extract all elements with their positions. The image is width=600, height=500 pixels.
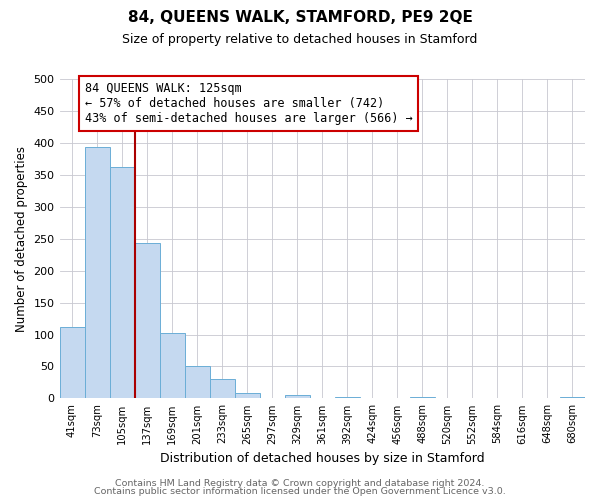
Text: 84, QUEENS WALK, STAMFORD, PE9 2QE: 84, QUEENS WALK, STAMFORD, PE9 2QE bbox=[128, 10, 472, 25]
Y-axis label: Number of detached properties: Number of detached properties bbox=[15, 146, 28, 332]
Text: Contains HM Land Registry data © Crown copyright and database right 2024.: Contains HM Land Registry data © Crown c… bbox=[115, 478, 485, 488]
Bar bbox=[209, 380, 235, 398]
Bar bbox=[285, 394, 310, 398]
X-axis label: Distribution of detached houses by size in Stamford: Distribution of detached houses by size … bbox=[160, 452, 485, 465]
Text: Size of property relative to detached houses in Stamford: Size of property relative to detached ho… bbox=[122, 32, 478, 46]
Text: Contains public sector information licensed under the Open Government Licence v3: Contains public sector information licen… bbox=[94, 487, 506, 496]
Bar bbox=[59, 327, 85, 398]
Bar bbox=[235, 394, 260, 398]
Bar bbox=[560, 397, 585, 398]
Text: 84 QUEENS WALK: 125sqm
← 57% of detached houses are smaller (742)
43% of semi-de: 84 QUEENS WALK: 125sqm ← 57% of detached… bbox=[85, 82, 412, 125]
Bar bbox=[134, 243, 160, 398]
Bar bbox=[335, 397, 360, 398]
Bar bbox=[85, 146, 110, 398]
Bar bbox=[410, 397, 435, 398]
Bar bbox=[110, 167, 134, 398]
Bar bbox=[185, 366, 209, 398]
Bar bbox=[160, 332, 185, 398]
